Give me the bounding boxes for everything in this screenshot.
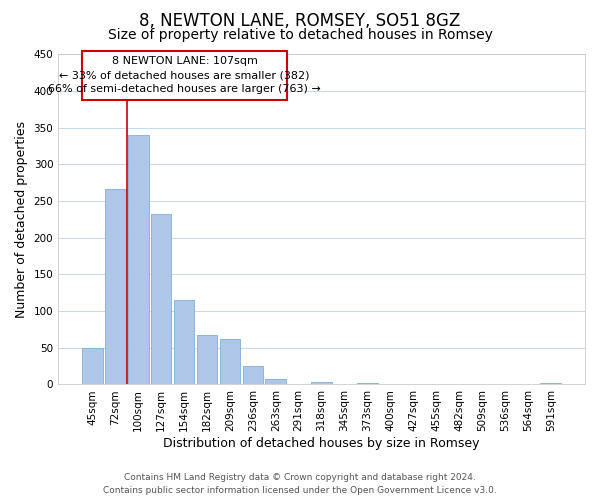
Bar [128, 135, 149, 384]
Bar [82, 348, 103, 385]
Bar [151, 214, 172, 384]
Text: 8, NEWTON LANE, ROMSEY, SO51 8GZ: 8, NEWTON LANE, ROMSEY, SO51 8GZ [139, 12, 461, 30]
Y-axis label: Number of detached properties: Number of detached properties [15, 121, 28, 318]
Bar [541, 383, 561, 384]
Bar [220, 339, 240, 384]
Text: 8 NEWTON LANE: 107sqm
← 33% of detached houses are smaller (382)
66% of semi-det: 8 NEWTON LANE: 107sqm ← 33% of detached … [48, 56, 321, 94]
Bar [174, 300, 194, 384]
FancyBboxPatch shape [82, 50, 287, 100]
Bar [265, 380, 286, 384]
Bar [311, 382, 332, 384]
Bar [242, 366, 263, 384]
Text: Size of property relative to detached houses in Romsey: Size of property relative to detached ho… [107, 28, 493, 42]
X-axis label: Distribution of detached houses by size in Romsey: Distribution of detached houses by size … [163, 437, 480, 450]
Text: Contains HM Land Registry data © Crown copyright and database right 2024.
Contai: Contains HM Land Registry data © Crown c… [103, 474, 497, 495]
Bar [357, 383, 378, 384]
Bar [197, 334, 217, 384]
Bar [105, 188, 125, 384]
